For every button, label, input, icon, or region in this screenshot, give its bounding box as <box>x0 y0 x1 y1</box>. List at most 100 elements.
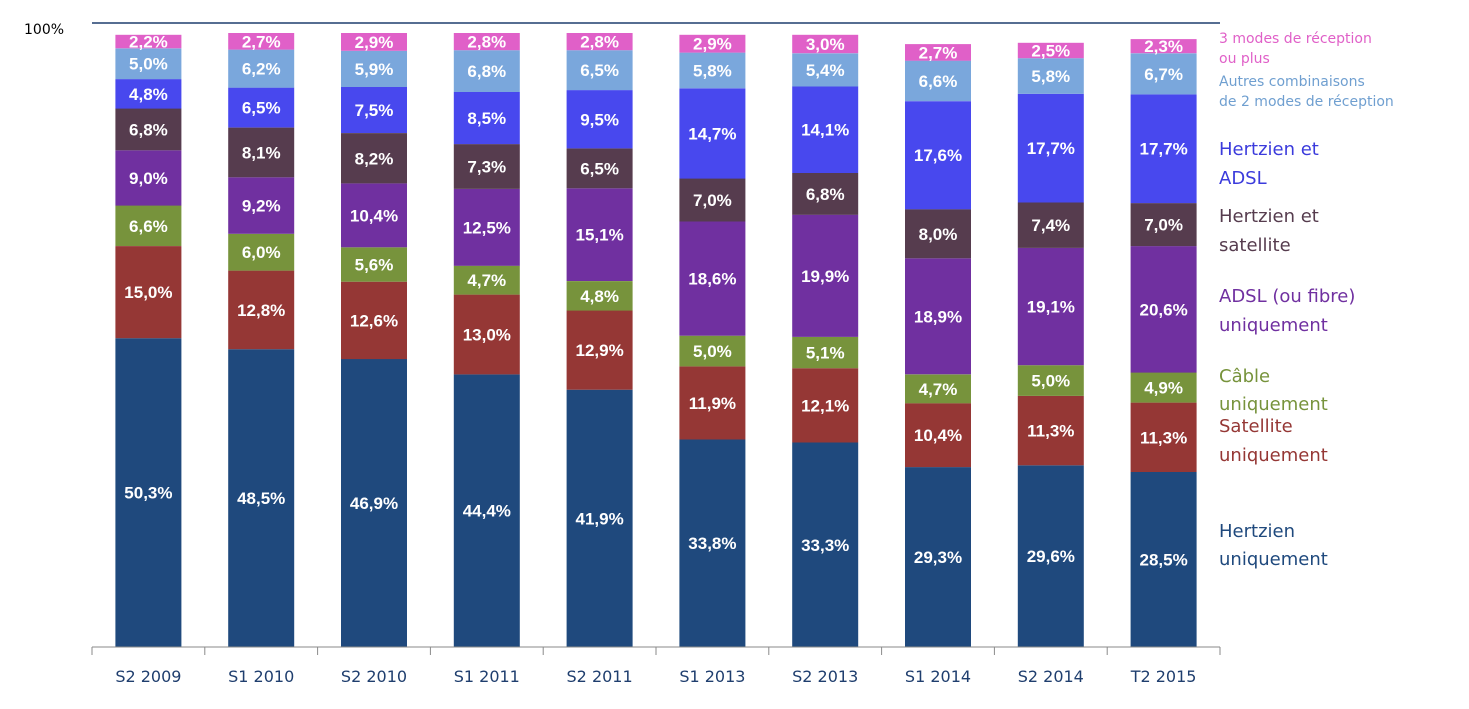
x-tick-label: S2 2009 <box>115 667 181 686</box>
data-label-trois_modes: 2,7% <box>242 32 281 51</box>
bar-segment-trois_modes <box>115 34 182 49</box>
bar-segment-hertz_sat <box>341 133 407 184</box>
bar-segment-hertz_sat <box>679 178 746 222</box>
data-label-autres: 6,2% <box>242 60 281 79</box>
data-label-hertzien: 28,5% <box>1139 551 1187 570</box>
data-label-trois_modes: 2,9% <box>355 33 394 52</box>
bar-segment-adsl <box>1130 246 1197 373</box>
bar-segment-hertz_adsl <box>1130 94 1197 204</box>
bar-segment-autres <box>1017 58 1084 94</box>
bar-segment-cable <box>679 335 746 367</box>
bar-segment-hertz_adsl <box>792 86 859 173</box>
bar-segment-autres <box>679 52 746 89</box>
data-label-autres: 5,4% <box>806 61 845 80</box>
data-label-hertz_adsl: 9,5% <box>580 110 619 129</box>
bar-segment-cable <box>1017 365 1084 396</box>
x-tick-label: S1 2010 <box>228 667 294 686</box>
data-label-trois_modes: 2,9% <box>693 35 732 54</box>
legend-label-trois_modes: 3 modes de réception <box>1219 31 1372 47</box>
legend-label-cable: Câble <box>1219 366 1270 387</box>
data-label-cable: 5,0% <box>1031 372 1070 391</box>
data-label-hertz_sat: 6,8% <box>806 185 845 204</box>
bar-segment-satellite <box>115 246 182 339</box>
bar-segment-hertz_adsl <box>228 87 295 128</box>
x-tick-label: S1 2011 <box>454 667 520 686</box>
legend-label-autres: de 2 modes de réception <box>1219 94 1394 110</box>
data-label-cable: 6,6% <box>129 217 168 236</box>
data-label-adsl: 15,1% <box>575 226 623 245</box>
bar-segment-hertz_sat <box>1017 202 1084 248</box>
bar-segment-hertz_adsl <box>679 88 746 179</box>
data-label-hertz_sat: 7,0% <box>1144 216 1183 235</box>
data-label-cable: 6,0% <box>242 243 281 262</box>
data-label-adsl: 10,4% <box>350 206 398 225</box>
data-label-cable: 4,7% <box>919 380 958 399</box>
bar-segment-hertzien <box>115 338 182 647</box>
data-label-adsl: 20,6% <box>1139 300 1187 319</box>
bar-segment-trois_modes <box>453 33 520 51</box>
bar-segment-adsl <box>453 189 520 266</box>
data-label-adsl: 9,0% <box>129 169 168 188</box>
bar-segment-hertzien <box>566 389 633 647</box>
bar-segment-hertzien <box>453 374 520 647</box>
data-label-hertzien: 33,3% <box>801 536 849 555</box>
bar-segment-cable <box>228 233 295 271</box>
bar-segment-hertzien <box>341 359 407 647</box>
data-label-autres: 6,8% <box>467 62 506 81</box>
legend-label-satellite: uniquement <box>1219 445 1328 466</box>
x-tick-label: S2 2011 <box>567 667 633 686</box>
data-label-hertz_sat: 7,0% <box>693 191 732 210</box>
data-label-satellite: 12,9% <box>575 341 623 360</box>
data-label-autres: 6,6% <box>919 72 958 91</box>
data-label-adsl: 9,2% <box>242 197 281 216</box>
x-tick-label: S2 2013 <box>792 667 858 686</box>
bar-segment-satellite <box>792 368 859 443</box>
bar-segment-hertz_sat <box>905 209 971 259</box>
bar-segment-trois_modes <box>679 34 746 53</box>
bar-segment-trois_modes <box>905 44 971 61</box>
data-label-hertzien: 33,8% <box>688 534 736 553</box>
data-label-hertz_adsl: 6,5% <box>242 99 281 118</box>
data-label-autres: 6,5% <box>580 61 619 80</box>
data-label-hertzien: 29,3% <box>914 548 962 567</box>
bar-segment-hertz_adsl <box>453 91 520 145</box>
bar-segment-trois_modes <box>228 33 295 50</box>
bar-segment-cable <box>566 281 633 311</box>
data-label-trois_modes: 2,7% <box>919 43 958 62</box>
data-label-satellite: 13,0% <box>463 326 511 345</box>
bar-segment-hertz_sat <box>115 108 182 151</box>
bar-segment-hertzien <box>1017 465 1084 647</box>
bar-segment-trois_modes <box>1017 42 1084 59</box>
data-label-adsl: 19,9% <box>801 267 849 286</box>
data-label-satellite: 11,9% <box>689 394 736 413</box>
data-label-satellite: 12,6% <box>350 311 398 330</box>
bar-segment-satellite <box>1130 402 1197 472</box>
data-label-trois_modes: 2,3% <box>1144 37 1183 56</box>
bar-segment-cable <box>341 247 407 282</box>
data-label-cable: 5,0% <box>693 342 732 361</box>
legend-label-trois_modes: ou plus <box>1219 51 1270 67</box>
bar-segment-satellite <box>1017 395 1084 466</box>
data-label-hertzien: 50,3% <box>124 484 172 503</box>
data-label-cable: 4,9% <box>1144 379 1183 398</box>
bar-segment-hertzien <box>792 442 859 647</box>
data-label-satellite: 11,3% <box>1140 428 1187 447</box>
data-label-satellite: 15,0% <box>124 283 172 302</box>
legend-label-satellite: Satellite <box>1219 416 1293 437</box>
data-label-hertz_adsl: 14,7% <box>688 124 736 143</box>
bar-segment-trois_modes <box>566 33 633 51</box>
bar-segment-adsl <box>1017 247 1084 366</box>
bar-segment-hertz_adsl <box>1017 93 1084 203</box>
bar-segment-satellite <box>453 294 520 375</box>
legend-label-hertz_adsl: Hertzien et <box>1219 139 1319 160</box>
bar-segment-autres <box>228 49 295 88</box>
bar-segment-adsl <box>228 177 295 234</box>
bar-segment-autres <box>115 48 182 80</box>
bar-segment-hertz_adsl <box>905 101 971 210</box>
legend-label-hertzien: uniquement <box>1219 549 1328 570</box>
bar-segment-adsl <box>905 258 971 375</box>
bar-segment-hertzien <box>1130 472 1197 647</box>
data-label-hertz_adsl: 17,7% <box>1139 140 1187 159</box>
bar-segment-satellite <box>228 270 295 350</box>
